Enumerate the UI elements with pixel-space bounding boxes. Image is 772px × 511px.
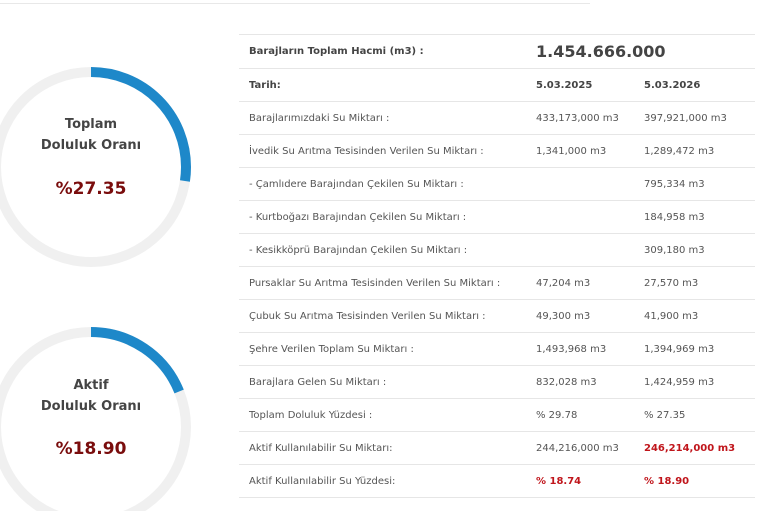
row-label: - Çamlıdere Barajından Çekilen Su Miktar… xyxy=(239,167,536,201)
row-value-2026: 246,214,000 m3 xyxy=(644,431,755,465)
row-label: Şehre Verilen Toplam Su Miktarı : xyxy=(239,332,536,366)
total-gauge-title-line2: Doluluk Oranı xyxy=(40,138,142,153)
active-gauge-value: %18.90 xyxy=(55,439,127,459)
row-label: Aktif Kullanılabilir Su Yüzdesi: xyxy=(239,464,536,498)
active-gauge-arc xyxy=(0,327,191,511)
total-gauge-arc xyxy=(0,67,191,267)
row-value-2025: 433,173,000 m3 xyxy=(536,101,644,135)
row-value-2025 xyxy=(536,200,644,234)
row-value-2026: 1,424,959 m3 xyxy=(644,365,755,399)
date-column-2: 5.03.2026 xyxy=(644,68,755,102)
row-value-2026: 184,958 m3 xyxy=(644,200,755,234)
table-row: Aktif Kullanılabilir Su Yüzdesi: % 18.74… xyxy=(239,464,755,498)
row-label: - Kurtboğazı Barajından Çekilen Su Mikta… xyxy=(239,200,536,234)
date-header-row: Tarih: 5.03.2025 5.03.2026 xyxy=(239,68,755,102)
row-value-2026: 1,394,969 m3 xyxy=(644,332,755,366)
active-gauge-title-line2: Doluluk Oranı xyxy=(40,399,142,414)
row-value-2026: 1,289,472 m3 xyxy=(644,134,755,168)
table-row: Şehre Verilen Toplam Su Miktarı : 1,493,… xyxy=(239,332,755,366)
table-row: Toplam Doluluk Yüzdesi : % 29.78 % 27.35 xyxy=(239,398,755,432)
row-label: Barajlara Gelen Su Miktarı : xyxy=(239,365,536,399)
row-value-2025: % 18.74 xyxy=(536,464,644,498)
total-gauge-value: %27.35 xyxy=(55,179,127,199)
top-divider xyxy=(0,0,590,4)
table-row: - Çamlıdere Barajından Çekilen Su Miktar… xyxy=(239,167,755,201)
date-column-1: 5.03.2025 xyxy=(536,68,644,102)
table-row: Pursaklar Su Arıtma Tesisinden Verilen S… xyxy=(239,266,755,300)
row-value-2026: 795,334 m3 xyxy=(644,167,755,201)
table-row: Barajlara Gelen Su Miktarı : 832,028 m3 … xyxy=(239,365,755,399)
table-row: Barajlarımızdaki Su Miktarı : 433,173,00… xyxy=(239,101,755,135)
row-label: Barajlarımızdaki Su Miktarı : xyxy=(239,101,536,135)
table-row: Aktif Kullanılabilir Su Miktarı: 244,216… xyxy=(239,431,755,465)
row-value-2026: % 27.35 xyxy=(644,398,755,432)
row-label: Aktif Kullanılabilir Su Miktarı: xyxy=(239,431,536,465)
total-fill-gauge: Toplam Doluluk Oranı %27.35 xyxy=(0,62,196,272)
total-gauge-ring xyxy=(0,67,191,267)
row-value-2025: 832,028 m3 xyxy=(536,365,644,399)
row-label: - Kesikköprü Barajından Çekilen Su Mikta… xyxy=(239,233,536,267)
row-value-2025 xyxy=(536,233,644,267)
row-value-2025: 244,216,000 m3 xyxy=(536,431,644,465)
row-value-2026: 397,921,000 m3 xyxy=(644,101,755,135)
table-row: - Kesikköprü Barajından Çekilen Su Mikta… xyxy=(239,233,755,267)
dam-statistics-table: Barajların Toplam Hacmi (m3) : 1.454.666… xyxy=(239,34,755,498)
row-value-2026: 41,900 m3 xyxy=(644,299,755,333)
active-gauge-ring xyxy=(0,327,191,511)
table-row: Çubuk Su Arıtma Tesisinden Verilen Su Mi… xyxy=(239,299,755,333)
date-label: Tarih: xyxy=(239,68,536,102)
row-value-2025: 1,341,000 m3 xyxy=(536,134,644,168)
active-gauge-title-line1: Aktif xyxy=(73,378,109,393)
total-gauge-title-line1: Toplam xyxy=(64,117,118,132)
row-value-2025: 47,204 m3 xyxy=(536,266,644,300)
row-label: Çubuk Su Arıtma Tesisinden Verilen Su Mi… xyxy=(239,299,536,333)
active-fill-gauge: Aktif Doluluk Oranı %18.90 xyxy=(0,322,196,511)
total-volume-row: Barajların Toplam Hacmi (m3) : 1.454.666… xyxy=(239,34,755,69)
row-value-2025 xyxy=(536,167,644,201)
row-value-2026: 27,570 m3 xyxy=(644,266,755,300)
dam-table-body: Barajların Toplam Hacmi (m3) : 1.454.666… xyxy=(239,34,755,498)
row-value-2025: 1,493,968 m3 xyxy=(536,332,644,366)
row-value-2025: % 29.78 xyxy=(536,398,644,432)
row-value-2026: 309,180 m3 xyxy=(644,233,755,267)
table-row: İvedik Su Arıtma Tesisinden Verilen Su M… xyxy=(239,134,755,168)
total-volume-label: Barajların Toplam Hacmi (m3) : xyxy=(239,34,536,69)
row-value-2025: 49,300 m3 xyxy=(536,299,644,333)
row-label: Toplam Doluluk Yüzdesi : xyxy=(239,398,536,432)
row-label: İvedik Su Arıtma Tesisinden Verilen Su M… xyxy=(239,134,536,168)
active-gauge-title: Aktif Doluluk Oranı xyxy=(0,375,196,417)
row-value-2026: % 18.90 xyxy=(644,464,755,498)
total-gauge-title: Toplam Doluluk Oranı xyxy=(0,114,196,156)
total-volume-value: 1.454.666.000 xyxy=(536,34,755,69)
row-label: Pursaklar Su Arıtma Tesisinden Verilen S… xyxy=(239,266,536,300)
table-row: - Kurtboğazı Barajından Çekilen Su Mikta… xyxy=(239,200,755,234)
